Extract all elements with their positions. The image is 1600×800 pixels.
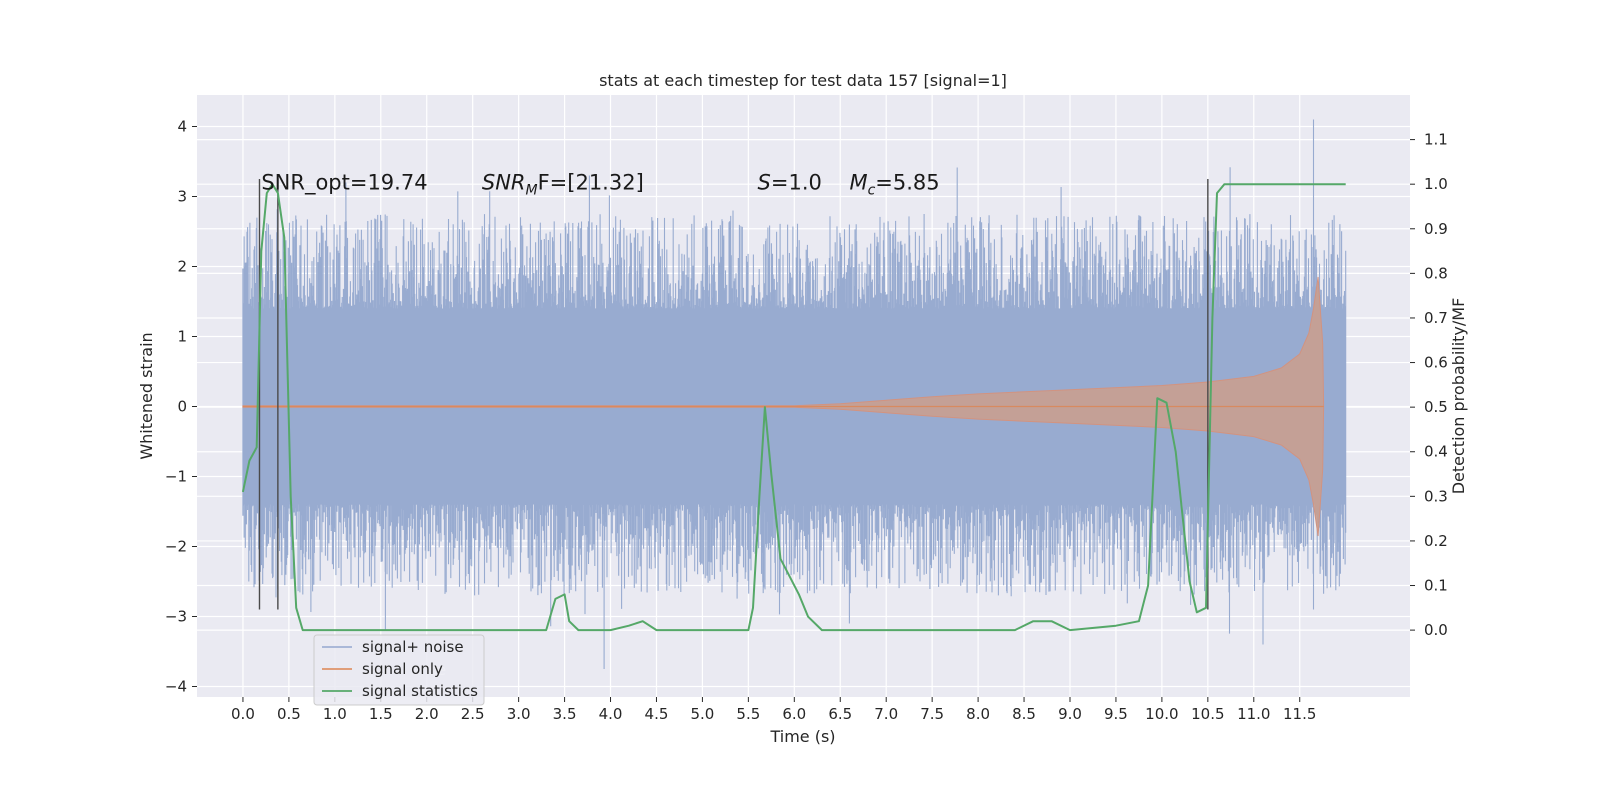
y-tick-label: −1	[165, 468, 187, 486]
y2-tick-label: 0.3	[1424, 487, 1448, 505]
y2-axis-label: Detection probability/MF	[1449, 298, 1468, 495]
x-tick-label: 5.0	[690, 705, 714, 723]
y-tick-label: −3	[165, 608, 187, 626]
legend-label-signal-statistics: signal statistics	[362, 682, 478, 700]
legend: se signal+ noise signal only signal stat…	[313, 634, 485, 706]
y2-tick-label: 0.8	[1424, 264, 1448, 282]
x-tick-label: 7.0	[874, 705, 898, 723]
x-tick-label: 3.0	[507, 705, 531, 723]
x-axis-ticks: 0.0 0.5 1.0 1.5 2.0 2.5 3.0 3.5 4.0 4.5 5.0 5.5 6.0 6…	[231, 697, 1316, 723]
x-tick-label: 11.5	[1283, 705, 1316, 723]
x-tick-label: 0.5	[277, 705, 301, 723]
y-tick-label: 3	[177, 188, 187, 206]
y2-tick-label: 0.0	[1424, 621, 1448, 639]
x-tick-label: 3.5	[553, 705, 577, 723]
y-tick-label: 1	[177, 328, 187, 346]
x-tick-label: 2.0	[415, 705, 439, 723]
y2-tick-label: 1.1	[1424, 131, 1448, 149]
y2-tick-label: 0.5	[1424, 398, 1448, 416]
y-tick-label: 4	[177, 118, 187, 136]
y2-tick-label: 0.2	[1424, 532, 1448, 550]
annotation-text: S=1.0	[758, 171, 822, 195]
legend-ghost-text: se	[429, 661, 446, 679]
annotations: SNR_opt=19.74 SNRMF=[21.32] S=1.0 Mc=5.85	[261, 171, 939, 199]
y2-tick-label: 0.6	[1424, 354, 1448, 372]
x-tick-label: 9.0	[1058, 705, 1082, 723]
y2-tick-label: 0.4	[1424, 443, 1448, 461]
y2-tick-label: 0.1	[1424, 577, 1448, 595]
x-tick-label: 4.5	[645, 705, 669, 723]
x-tick-label: 11.0	[1237, 705, 1270, 723]
x-tick-label: 0.0	[231, 705, 255, 723]
annotation-text: SNR_opt=19.74	[261, 171, 427, 196]
x-tick-label: 6.0	[782, 705, 806, 723]
y2-tick-label: 1.0	[1424, 175, 1448, 193]
x-tick-label: 10.5	[1191, 705, 1224, 723]
x-tick-label: 2.5	[461, 705, 485, 723]
chart-title: stats at each timestep for test data 157…	[599, 71, 1007, 90]
x-tick-label: 9.5	[1104, 705, 1128, 723]
y-tick-label: 0	[177, 398, 187, 416]
x-tick-label: 5.5	[736, 705, 760, 723]
x-axis-label: Time (s)	[769, 727, 835, 746]
annotation-text: SNRMF=[21.32]	[482, 171, 644, 199]
y-tick-label: 2	[177, 258, 187, 276]
legend-label-signal-plus-noise: signal+ noise	[362, 638, 464, 656]
x-tick-label: 1.5	[369, 705, 393, 723]
legend-box	[313, 634, 485, 706]
y-tick-label: −2	[165, 538, 187, 556]
x-tick-label: 7.5	[920, 705, 944, 723]
signal-only-trace	[242, 276, 1325, 537]
y2-tick-label: 0.7	[1424, 309, 1448, 327]
y2-axis-ticks: 1.1 1.0 0.9 0.8 0.7 0.6 0.5 0.4 0.3 0.2 0.1 0.0	[1410, 131, 1448, 639]
signal-statistics-trace	[241, 183, 1346, 632]
y2-tick-label: 0.9	[1424, 220, 1448, 238]
x-tick-label: 8.0	[966, 705, 990, 723]
signal-statistics-line	[241, 183, 1346, 632]
y-tick-label: −4	[165, 678, 187, 696]
x-tick-label: 10.0	[1145, 705, 1178, 723]
x-tick-label: 6.5	[828, 705, 852, 723]
x-tick-label: 8.5	[1012, 705, 1036, 723]
annotation-text: Mc=5.85	[849, 171, 939, 199]
legend-label-signal-only: signal only	[362, 660, 443, 678]
y-axis-label: Whitened strain	[137, 332, 156, 459]
x-tick-label: 1.0	[323, 705, 347, 723]
x-tick-label: 4.0	[599, 705, 623, 723]
y-axis-ticks: 4 3 2 1 0 −1 −2 −3 −4	[165, 118, 197, 696]
